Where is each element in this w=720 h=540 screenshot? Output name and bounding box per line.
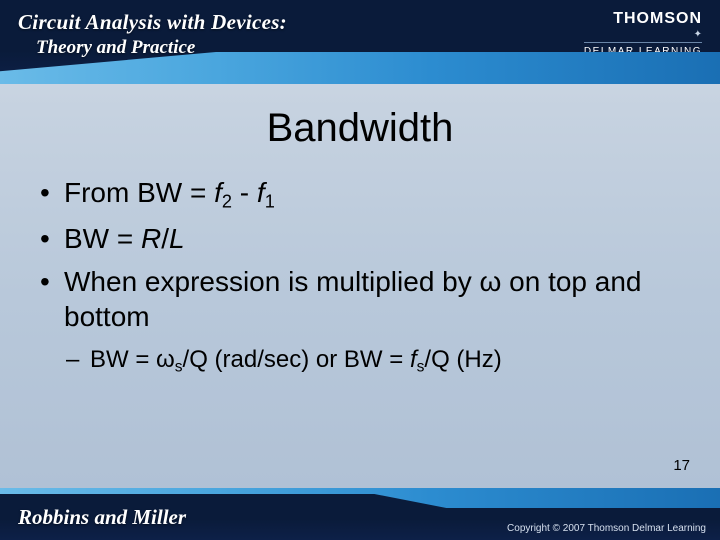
book-title-line2: Theory and Practice <box>18 37 287 59</box>
book-title-line1: Circuit Analysis with Devices: <box>18 10 287 35</box>
sub-bullet-1: BW = ωs/Q (rad/sec) or BW = fs/Q (Hz) <box>64 344 684 378</box>
header-band: Circuit Analysis with Devices: Theory an… <box>0 0 720 84</box>
sub-bullet-1-text: BW = ωs/Q (rad/sec) or BW = fs/Q (Hz) <box>90 346 502 373</box>
bullet-list: From BW = f2 - f1 BW = R/L When expressi… <box>36 175 684 334</box>
slide: Circuit Analysis with Devices: Theory an… <box>0 0 720 540</box>
sub-bullet-list: BW = ωs/Q (rad/sec) or BW = fs/Q (Hz) <box>64 344 684 378</box>
brand-star-icon: ✦ <box>584 29 702 40</box>
bullet-3: When expression is multiplied by ω on to… <box>36 264 684 334</box>
bullet-2-text: BW = R/L <box>64 223 185 254</box>
page-number: 17 <box>673 457 690 474</box>
brand-delmar: DELMAR LEARNING <box>584 46 702 57</box>
book-title: Circuit Analysis with Devices: Theory an… <box>18 10 287 59</box>
bullet-3-text: When expression is multiplied by ω on to… <box>64 266 642 332</box>
slide-title: Bandwidth <box>36 106 684 151</box>
authors: Robbins and Miller <box>18 505 186 530</box>
publisher-brand: THOMSON ✦ DELMAR LEARNING <box>584 10 702 57</box>
brand-thomson: THOMSON <box>584 10 702 28</box>
bullet-2: BW = R/L <box>36 221 684 256</box>
copyright: Copyright © 2007 Thomson Delmar Learning <box>507 523 706 534</box>
slide-content: Bandwidth From BW = f2 - f1 BW = R/L Whe… <box>0 100 720 378</box>
brand-divider <box>584 42 702 43</box>
footer-band: Robbins and Miller Copyright © 2007 Thom… <box>0 488 720 540</box>
bullet-1-text: From BW = f2 - f1 <box>64 177 275 208</box>
bullet-1: From BW = f2 - f1 <box>36 175 684 213</box>
